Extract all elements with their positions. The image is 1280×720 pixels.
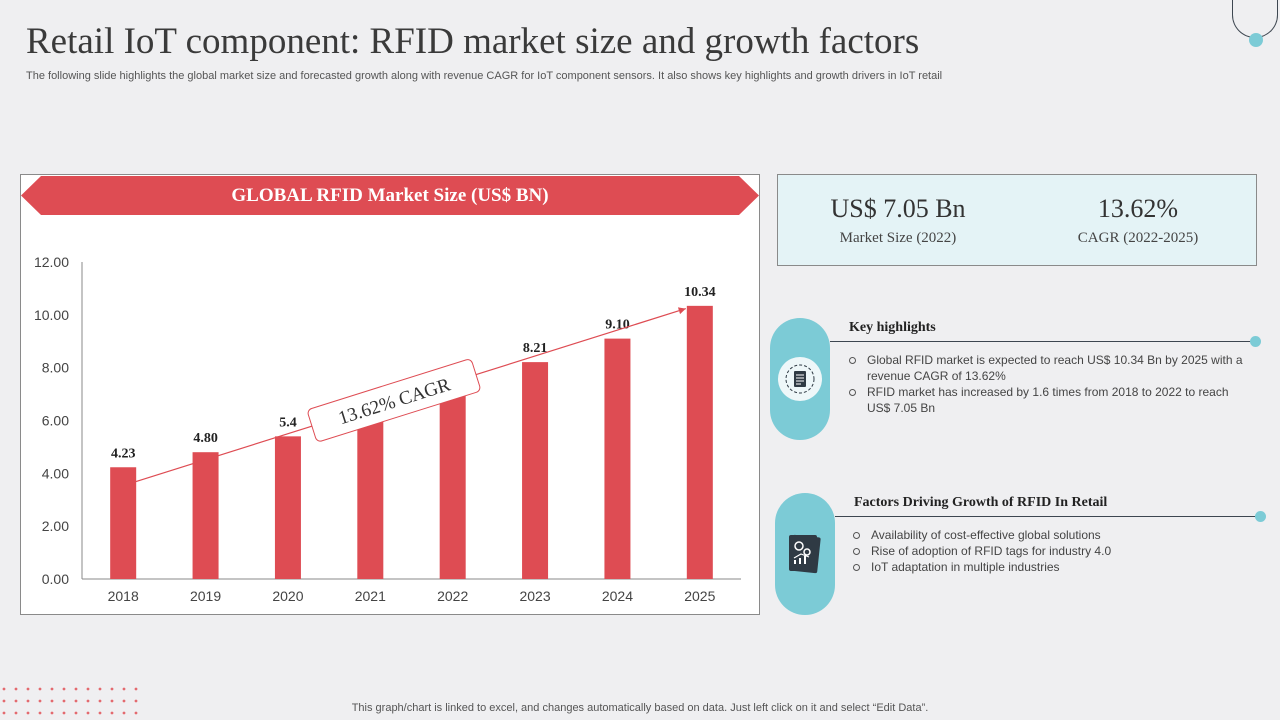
x-tick-label: 2023 (519, 588, 550, 604)
y-tick-label: 10.00 (34, 307, 69, 323)
x-tick-label: 2022 (437, 588, 468, 604)
key-highlights-pill (770, 318, 830, 440)
list-item: RFID market has increased by 1.6 times f… (848, 384, 1248, 416)
bar (357, 421, 384, 579)
stats-box: US$ 7.05 Bn Market Size (2022) 13.62% CA… (777, 174, 1257, 266)
bar (274, 436, 301, 579)
decor-dot (86, 699, 90, 703)
decor-dot (86, 687, 90, 691)
data-label: 8.21 (523, 341, 548, 356)
document-checklist-icon (778, 357, 822, 401)
data-label: 9.10 (605, 318, 630, 333)
key-highlights-list: Global RFID market is expected to reach … (848, 352, 1248, 416)
decor-dot (14, 711, 18, 715)
decor-dot (62, 699, 66, 703)
growth-factors-heading: Factors Driving Growth of RFID In Retail (854, 495, 1108, 510)
decor-dot (38, 711, 42, 715)
bar (439, 392, 466, 579)
decor-dot (122, 687, 126, 691)
decor-dot (38, 699, 42, 703)
y-tick-label: 12.00 (34, 254, 69, 270)
growth-factors-pill (775, 493, 835, 615)
market-size-stat: US$ 7.05 Bn Market Size (2022) (778, 175, 1018, 247)
bar (686, 305, 713, 579)
gears-growth-icon (783, 532, 827, 576)
cagr-stat: 13.62% CAGR (2022-2025) (1018, 175, 1258, 247)
decor-dot (134, 699, 138, 703)
decor-dot (74, 699, 78, 703)
x-tick-label: 2019 (190, 588, 221, 604)
key-highlights-heading: Key highlights (849, 320, 936, 335)
y-tick-label: 4.00 (42, 465, 69, 481)
corner-dot (1249, 33, 1263, 47)
list-item: Availability of cost-effective global so… (852, 527, 1252, 543)
decor-dot (2, 711, 6, 715)
market-size-value: US$ 7.05 Bn (830, 194, 966, 223)
bar (192, 452, 219, 579)
y-tick-label: 2.00 (42, 518, 69, 534)
x-tick-label: 2025 (684, 588, 715, 604)
decor-dot (26, 687, 30, 691)
decor-dot (98, 699, 102, 703)
key-highlights-dot (1250, 336, 1261, 347)
decor-dot (26, 711, 30, 715)
decor-dot (62, 711, 66, 715)
decor-dot (134, 711, 138, 715)
growth-factors-divider (835, 516, 1260, 517)
bar (522, 362, 549, 579)
chart-panel[interactable]: 0.00 2.00 4.00 6.00 8.00 10.00 12.00 2018 4.23 20… (20, 174, 760, 615)
list-item: IoT adaptation in multiple industries (852, 559, 1252, 575)
chart-title-banner: GLOBAL RFID Market Size (US$ BN) (21, 176, 759, 215)
decor-dot (98, 711, 102, 715)
decor-dot (38, 687, 42, 691)
footer-note: This graph/chart is linked to excel, and… (351, 702, 929, 714)
bar-chart[interactable]: 0.00 2.00 4.00 6.00 8.00 10.00 12.00 2018 4.23 20… (21, 175, 759, 614)
decor-dot (122, 699, 126, 703)
decor-dot (14, 699, 18, 703)
page-subtitle: The following slide highlights the globa… (26, 70, 943, 82)
decor-dot (110, 699, 114, 703)
x-tick-label: 2021 (355, 588, 386, 604)
cagr-value: 13.62% (1097, 194, 1179, 223)
cagr-label: CAGR (2022-2025) (1077, 230, 1199, 246)
decor-dot (122, 711, 126, 715)
data-label: 5.4 (279, 415, 297, 430)
bar (604, 338, 631, 579)
decor-dot (86, 711, 90, 715)
decor-dot (14, 687, 18, 691)
decor-dot (134, 687, 138, 691)
list-item: Rise of adoption of RFID tags for indust… (852, 543, 1252, 559)
list-item: Global RFID market is expected to reach … (848, 352, 1248, 384)
bar (110, 467, 137, 579)
y-tick-label: 0.00 (42, 571, 69, 587)
decor-dot (74, 687, 78, 691)
decor-dot (2, 687, 6, 691)
decor-dot (50, 687, 54, 691)
decor-dot (74, 711, 78, 715)
data-label: 10.34 (684, 285, 716, 300)
growth-factors-dot (1255, 511, 1266, 522)
data-label: 4.23 (111, 446, 136, 461)
dot-grid-decoration (2, 687, 138, 715)
growth-factors-list: Availability of cost-effective global so… (852, 527, 1252, 575)
decor-dot (62, 687, 66, 691)
x-tick-label: 2020 (272, 588, 303, 604)
decor-dot (26, 699, 30, 703)
decor-dot (110, 711, 114, 715)
cagr-annotation-box (307, 359, 481, 442)
decor-dot (2, 699, 6, 703)
market-size-label: Market Size (2022) (839, 230, 957, 246)
x-tick-label: 2018 (108, 588, 139, 604)
x-tick-label: 2024 (602, 588, 633, 604)
y-tick-label: 8.00 (42, 360, 69, 376)
page-title: Retail IoT component: RFID market size a… (26, 21, 920, 62)
data-label: 4.80 (193, 431, 218, 446)
key-highlights-divider (830, 341, 1256, 342)
y-tick-label: 6.00 (42, 413, 69, 429)
decor-dot (110, 687, 114, 691)
decor-dot (98, 687, 102, 691)
decor-dot (50, 711, 54, 715)
decor-dot (50, 699, 54, 703)
